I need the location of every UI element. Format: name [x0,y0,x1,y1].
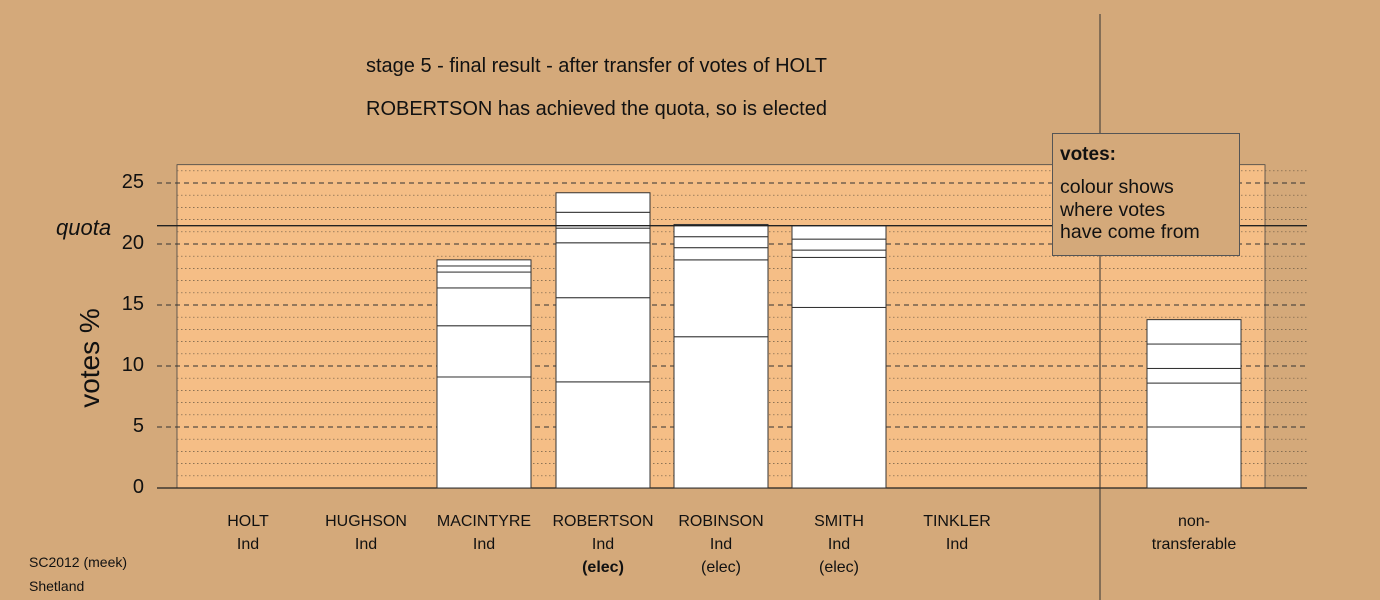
category-label-smith: SMITH Ind (elec) [784,510,894,579]
legend-title: votes: [1060,144,1116,165]
legend-box: votes: colour shows where votes have com… [1052,133,1240,256]
y-tick-label: 5 [132,415,144,437]
bar-segment-smith [791,225,887,240]
bar-segment-macintyre [436,376,532,489]
category-party: Ind [709,536,733,553]
bar-segment-robertson [555,227,651,244]
category-label-robinson: ROBINSON Ind (elec) [666,510,776,579]
category-status: (elec) [700,559,741,576]
bar-segment-robertson [555,192,651,213]
bar-segment-smith [791,238,887,251]
bar-segment-robertson [555,381,651,489]
bar-segment-smith [791,306,887,489]
footer-region: Shetland [29,578,85,594]
bar-segment-non-transferable [1146,367,1242,384]
category-name: TINKLER [923,513,991,530]
category-party: Ind [354,536,378,553]
category-name: ROBERTSON [552,513,654,530]
category-name: HUGHSON [325,513,407,530]
category-label-macintyre: MACINTYRE Ind [429,510,539,556]
bar-segment-robinson [673,259,769,338]
category-party: Ind [236,536,260,553]
bar-segment-macintyre [436,265,532,273]
category-party: Ind [827,536,851,553]
footer-method: SC2012 (meek) [29,554,128,570]
category-name: ROBINSON [678,513,764,530]
category-status: (elec) [582,559,624,576]
bar-segment-robertson [555,242,651,299]
category-party: Ind [472,536,496,553]
category-label-hughson: HUGHSON Ind [311,510,421,556]
bar-segment-macintyre [436,287,532,327]
category-name: MACINTYRE [436,513,532,530]
category-label-robertson: ROBERTSON Ind (elec) [548,510,658,579]
bar-segment-macintyre [436,271,532,289]
chart-title-line-1: stage 5 - final result - after transfer … [366,55,827,77]
category-label-tinkler: TINKLER Ind [902,510,1012,556]
bar-segment-non-transferable [1146,426,1242,489]
bar-segment-robertson [555,297,651,383]
bar-segment-robinson [673,247,769,261]
y-axis-label: votes % [74,308,105,408]
y-tick-label: 15 [121,293,144,315]
chart-title-line-2: ROBERTSON has achieved the quota, so is … [366,98,827,120]
category-name: transferable [1151,536,1237,553]
bar-segment-robinson [673,336,769,489]
bar-segment-non-transferable [1146,319,1242,345]
category-name: HOLT [227,513,269,530]
y-tick-label: 20 [121,232,144,254]
bar-segment-non-transferable [1146,343,1242,369]
bar-segment-non-transferable [1146,382,1242,428]
category-name: non- [1177,513,1211,530]
category-party: Ind [945,536,969,553]
category-label-holt: HOLT Ind [193,510,303,556]
category-status: (elec) [818,559,859,576]
bar-segment-macintyre [436,259,532,267]
bar-segment-robinson [673,236,769,249]
quota-label: quota [56,215,112,240]
bar-segment-macintyre [436,325,532,378]
bar-segment-robinson [673,223,769,238]
bar-segment-smith [791,256,887,308]
y-tick-label: 10 [121,354,144,376]
y-tick-label: 0 [132,476,144,498]
y-tick-label: 25 [121,171,144,193]
category-party: Ind [591,536,615,553]
category-name: SMITH [814,513,864,530]
bar-segment-smith [791,249,887,258]
legend-text: colour shows where votes have come from [1060,176,1200,243]
category-label-non-transferable: non-transferable [1139,510,1249,556]
